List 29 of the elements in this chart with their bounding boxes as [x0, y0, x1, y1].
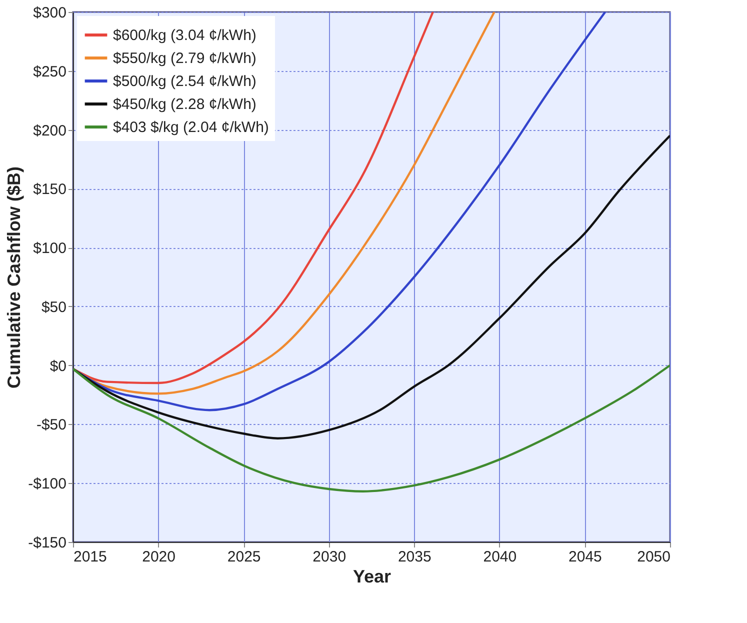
- x-tick-label: 2015: [74, 548, 107, 566]
- x-tick-label: 2030: [312, 548, 346, 566]
- legend-label: $450/kg (2.28 ¢/kWh): [113, 96, 256, 113]
- x-tick-label: 2050: [637, 548, 670, 566]
- y-tick-label: $100: [33, 240, 66, 258]
- legend-label: $403 $/kg (2.04 ¢/kWh): [113, 119, 269, 136]
- y-tick-label: $250: [33, 63, 66, 80]
- legend-label: $600/kg (3.04 ¢/kWh): [113, 27, 256, 44]
- legend-label: $500/kg (2.54 ¢/kWh): [113, 73, 256, 90]
- y-tick-label: -$100: [28, 476, 66, 493]
- x-tick-label: 2020: [142, 548, 176, 566]
- y-tick-label: $200: [33, 122, 66, 140]
- y-tick-label: -$150: [28, 534, 66, 552]
- y-tick-label: $0: [50, 358, 66, 375]
- y-tick-label: -$50: [36, 416, 66, 434]
- line-series: [73, 12, 434, 384]
- x-tick-label: 2045: [568, 548, 602, 566]
- line-series: [73, 12, 606, 412]
- y-tick-label: $150: [33, 181, 66, 198]
- line-series: [73, 134, 670, 440]
- y-tick-label: $50: [41, 298, 66, 316]
- x-tick-label: 2025: [227, 548, 261, 566]
- x-axis-title: Year: [352, 566, 392, 586]
- x-tick-label: 2035: [398, 548, 432, 566]
- line-series: [73, 364, 670, 492]
- y-tick-label: $300: [33, 4, 66, 22]
- y-axis-title: Cumulative Cashflow ($B): [4, 166, 24, 389]
- legend-label: $550/kg (2.79 ¢/kWh): [113, 50, 256, 67]
- x-tick-label: 2040: [483, 548, 517, 566]
